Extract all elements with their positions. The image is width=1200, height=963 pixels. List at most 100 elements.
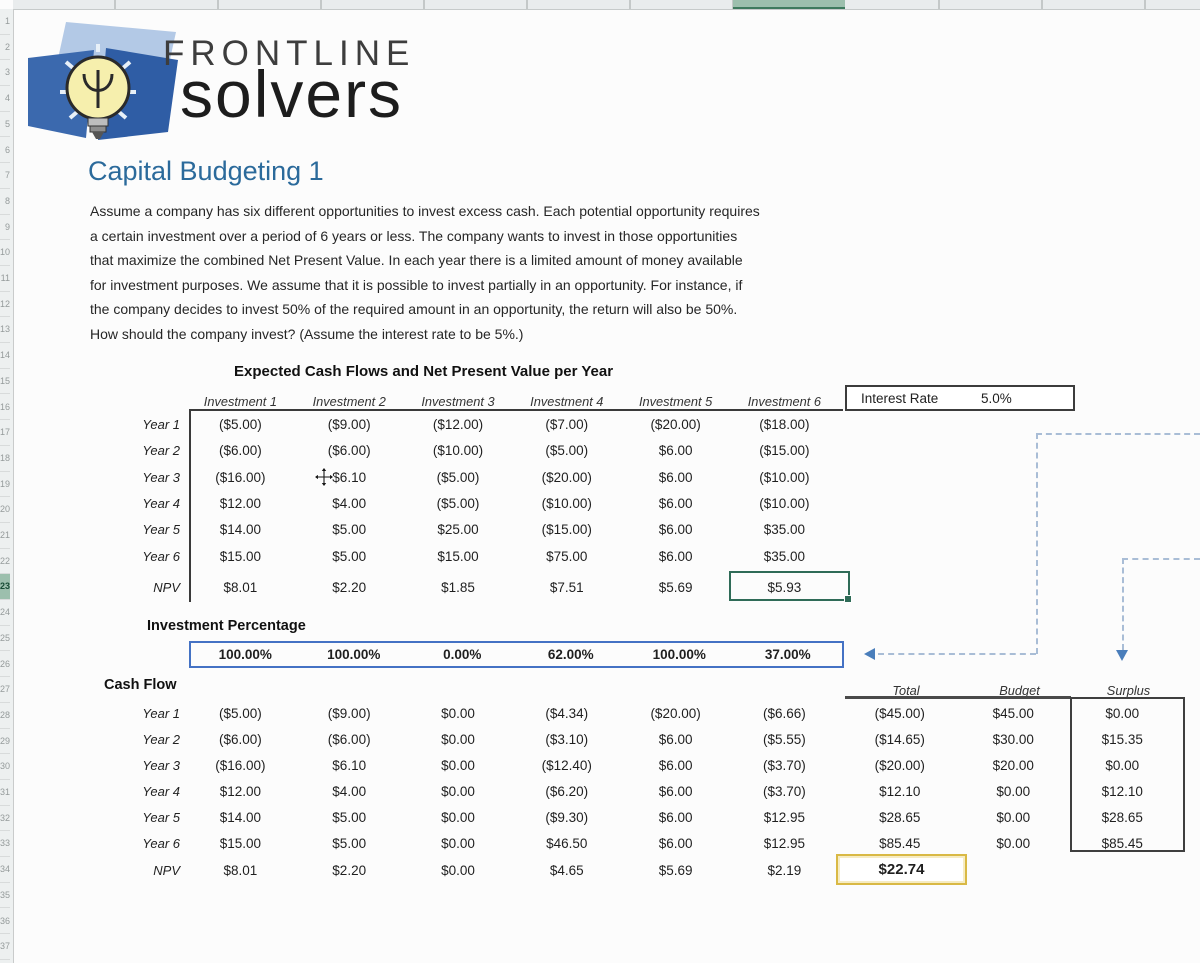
row-number[interactable]: 11 — [0, 266, 10, 292]
cell[interactable]: $5.00 — [332, 521, 367, 537]
row-number[interactable]: 18 — [0, 446, 10, 472]
row-number[interactable]: 3 — [0, 60, 10, 87]
cell[interactable]: ($16.00) — [215, 757, 266, 773]
surplus-cell[interactable]: $0.00 — [1105, 705, 1140, 721]
row-number[interactable]: 37 — [0, 934, 10, 960]
row-number[interactable]: 4 — [0, 86, 10, 112]
cell[interactable]: ($6.20) — [545, 783, 589, 799]
row-number[interactable]: 9 — [0, 215, 10, 241]
row-number[interactable]: 14 — [0, 343, 10, 369]
cell[interactable]: $6.00 — [658, 442, 693, 458]
cell[interactable]: $6.00 — [658, 835, 693, 851]
cell[interactable]: ($15.00) — [541, 521, 592, 537]
cell[interactable]: $1.85 — [441, 579, 475, 595]
row-label[interactable]: Year 2 — [142, 731, 180, 747]
budget-cell[interactable]: $0.00 — [996, 809, 1031, 825]
row-label[interactable]: NPV — [153, 579, 180, 595]
percentage-cell[interactable]: 100.00% — [327, 647, 381, 662]
cell[interactable]: $8.01 — [223, 862, 258, 878]
column-header[interactable]: Investment 4 — [530, 393, 604, 409]
interest-rate-label[interactable]: Interest Rate — [861, 390, 939, 406]
cell[interactable]: $12.00 — [219, 783, 262, 799]
row-label[interactable]: Year 5 — [142, 521, 180, 537]
percentage-cell[interactable]: 37.00% — [764, 647, 811, 662]
cell[interactable]: $4.65 — [549, 862, 584, 878]
cell[interactable]: $12.00 — [219, 495, 262, 511]
row-number[interactable]: 26 — [0, 652, 10, 678]
row-number[interactable]: 35 — [0, 883, 10, 909]
percentage-cell[interactable]: 0.00% — [443, 647, 482, 662]
column-header[interactable]: Investment 5 — [638, 393, 713, 409]
percentage-cell[interactable]: 62.00% — [547, 647, 594, 662]
investment-percentage-label[interactable]: Investment Percentage — [147, 618, 306, 634]
row-label[interactable]: Year 5 — [142, 809, 180, 825]
cell[interactable]: $25.00 — [437, 521, 479, 537]
cell[interactable]: $6.10 — [332, 757, 367, 773]
row-number[interactable]: 6 — [0, 138, 10, 164]
cell[interactable]: $0.00 — [441, 809, 475, 825]
cell[interactable]: ($16.00) — [215, 469, 266, 485]
row-number[interactable]: 16 — [0, 395, 10, 421]
budget-cell[interactable]: $20.00 — [992, 757, 1034, 773]
total-npv-value[interactable]: $22.74 — [878, 861, 925, 878]
row-number[interactable]: 25 — [0, 626, 10, 652]
cell[interactable]: $0.00 — [441, 862, 475, 878]
cell[interactable]: ($9.30) — [545, 809, 589, 825]
cell[interactable]: ($10.00) — [432, 442, 484, 458]
selected-column-header[interactable] — [733, 0, 845, 9]
row-number[interactable]: 7 — [0, 163, 10, 189]
cell[interactable]: ($5.55) — [762, 731, 806, 747]
row-label[interactable]: Year 6 — [142, 548, 180, 564]
row-number[interactable]: 24 — [0, 600, 10, 626]
cell[interactable]: ($5.00) — [545, 442, 589, 458]
cell[interactable]: $35.00 — [763, 548, 806, 564]
cell[interactable]: $15.00 — [219, 548, 262, 564]
row-label[interactable]: Year 2 — [142, 442, 180, 458]
column-header[interactable]: Total — [892, 682, 920, 698]
row-number[interactable]: 28 — [0, 703, 10, 729]
cell[interactable]: $5.00 — [332, 809, 367, 825]
cell[interactable]: ($5.00) — [219, 416, 262, 432]
cell[interactable]: $4.00 — [332, 783, 367, 799]
budget-cell[interactable]: $30.00 — [992, 731, 1034, 747]
surplus-cell[interactable]: $12.10 — [1101, 783, 1143, 799]
row-label[interactable]: Year 3 — [142, 469, 180, 485]
row-number[interactable]: 31 — [0, 780, 10, 806]
budget-cell[interactable]: $45.00 — [992, 705, 1034, 721]
cell[interactable]: $12.95 — [763, 835, 806, 851]
row-number[interactable]: 22 — [0, 549, 10, 575]
cell[interactable]: ($9.00) — [327, 416, 371, 432]
column-header[interactable]: Investment 6 — [747, 393, 822, 409]
cell[interactable]: $14.00 — [219, 521, 262, 537]
row-label[interactable]: Year 3 — [142, 757, 180, 773]
column-header[interactable]: Investment 3 — [421, 393, 495, 409]
cell[interactable]: ($6.00) — [219, 442, 262, 458]
row-number[interactable]: 2 — [0, 35, 10, 61]
column-header[interactable]: Budget — [999, 682, 1040, 698]
row-number[interactable]: 30 — [0, 754, 10, 780]
row-label[interactable]: Year 4 — [142, 495, 180, 511]
cell[interactable]: $0.00 — [441, 757, 475, 773]
cell[interactable]: $0.00 — [441, 731, 475, 747]
row-label[interactable]: NPV — [153, 862, 180, 878]
cell[interactable]: $2.20 — [332, 579, 367, 595]
row-number[interactable]: 12 — [0, 292, 10, 318]
total-cell[interactable]: ($14.65) — [874, 731, 925, 747]
cell[interactable]: $6.00 — [658, 469, 693, 485]
column-header[interactable]: Surplus — [1106, 682, 1151, 698]
cell[interactable]: $6.00 — [658, 495, 693, 511]
cell[interactable]: $2.20 — [332, 862, 367, 878]
total-cell[interactable]: $28.65 — [879, 809, 921, 825]
cell[interactable]: $5.93 — [767, 579, 802, 595]
cell[interactable]: ($10.00) — [541, 495, 592, 511]
surplus-cell[interactable]: $15.35 — [1101, 731, 1143, 747]
cell[interactable]: ($20.00) — [650, 416, 701, 432]
cell[interactable]: ($6.00) — [219, 731, 262, 747]
cell[interactable]: $6.00 — [658, 548, 693, 564]
row-number[interactable]: 13 — [0, 317, 10, 344]
percentage-cell[interactable]: 100.00% — [218, 647, 272, 662]
row-number[interactable]: 34 — [0, 857, 10, 883]
row-number[interactable]: 8 — [0, 189, 10, 215]
cell[interactable]: $5.69 — [658, 862, 693, 878]
row-number[interactable]: 10 — [0, 240, 10, 266]
